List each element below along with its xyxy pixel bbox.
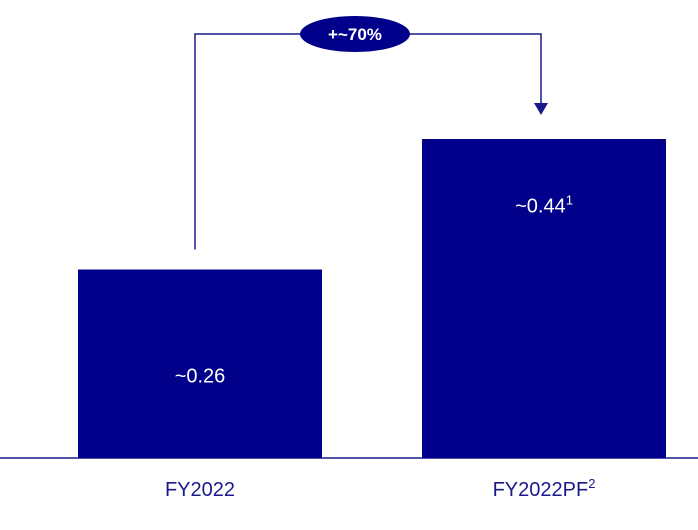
bar-fy2022 — [78, 269, 322, 458]
growth-badge — [300, 16, 410, 52]
bar-fy2022pf — [422, 139, 666, 458]
value-label-fy2022: ~0.26 — [175, 366, 226, 388]
value-label-fy2022pf: ~0.441 — [515, 192, 573, 217]
arrow-down-icon — [534, 103, 548, 115]
category-label-fy2022: FY2022 — [165, 479, 235, 501]
category-label-fy2022pf: FY2022PF2 — [493, 476, 596, 501]
growth-badge-label: +~70% — [328, 25, 382, 44]
